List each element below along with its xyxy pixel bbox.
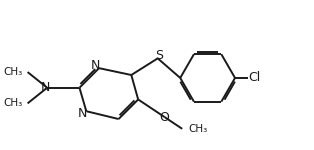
Text: CH₃: CH₃ [3,67,23,77]
Text: CH₃: CH₃ [188,124,207,134]
Text: CH₃: CH₃ [3,98,23,108]
Text: S: S [155,49,163,62]
Text: O: O [160,111,170,124]
Text: N: N [90,59,100,72]
Text: Cl: Cl [248,71,260,84]
Text: N: N [78,107,87,120]
Text: N: N [41,81,50,94]
